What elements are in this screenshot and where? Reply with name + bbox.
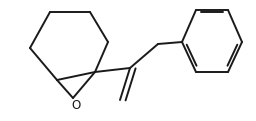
Text: O: O: [72, 99, 81, 112]
